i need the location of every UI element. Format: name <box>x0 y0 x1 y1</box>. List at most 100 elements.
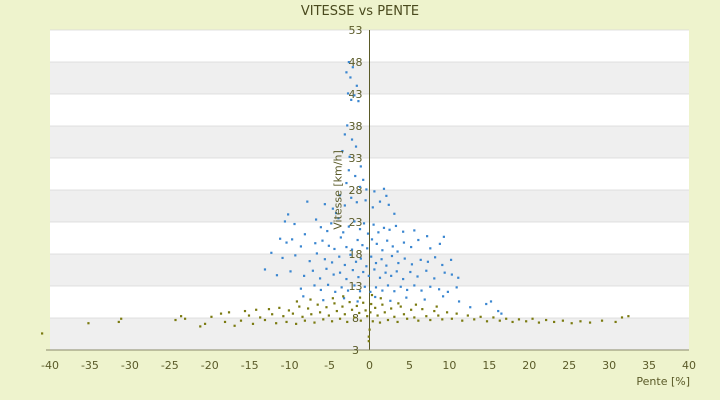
data-point-olive <box>331 297 334 300</box>
data-point-blue <box>330 261 334 264</box>
data-point-blue <box>363 285 366 288</box>
data-point-blue <box>402 230 405 233</box>
data-point-olive <box>310 313 313 316</box>
y-tick-label: 48 <box>349 56 363 69</box>
data-point-olive <box>335 309 338 313</box>
data-point-blue <box>417 238 420 242</box>
data-point-olive <box>219 312 223 315</box>
data-point-blue <box>442 235 445 238</box>
data-point-blue <box>365 265 368 268</box>
data-point-blue <box>348 155 351 158</box>
data-point-blue <box>386 284 390 287</box>
data-point-blue <box>343 133 346 136</box>
data-point-olive <box>553 320 556 324</box>
data-point-blue <box>349 253 352 256</box>
data-point-blue <box>323 203 326 206</box>
data-point-olive <box>330 320 334 323</box>
data-point-blue <box>308 260 311 263</box>
data-point-olive <box>325 306 328 309</box>
data-point-olive <box>358 296 362 299</box>
data-point-blue <box>373 268 376 271</box>
data-point-olive <box>414 303 418 306</box>
data-point-blue <box>405 296 408 299</box>
data-point-blue <box>358 185 362 188</box>
data-point-blue <box>370 255 373 258</box>
data-point-olive <box>322 318 325 321</box>
data-point-blue <box>322 299 325 302</box>
data-point-blue <box>455 286 458 289</box>
data-point-blue <box>357 276 360 279</box>
data-point-blue <box>374 261 378 265</box>
data-point-blue <box>338 255 341 258</box>
data-point-blue <box>380 258 383 261</box>
data-point-blue <box>327 244 330 247</box>
data-point-blue <box>446 290 449 293</box>
data-point-blue <box>457 300 461 303</box>
data-point-olive <box>437 314 440 317</box>
data-point-olive <box>383 311 386 314</box>
data-point-blue <box>386 239 389 242</box>
data-point-blue <box>345 245 348 249</box>
y-tick-label: 38 <box>349 120 363 133</box>
data-point-olive <box>466 314 469 317</box>
data-point-blue <box>387 203 390 206</box>
data-point-olive <box>561 319 564 322</box>
x-tick-label: 5 <box>406 359 413 372</box>
data-point-olive <box>425 315 428 318</box>
data-point-blue <box>500 312 503 315</box>
data-point-olive <box>511 320 514 324</box>
data-point-olive <box>285 320 288 324</box>
data-point-blue <box>489 300 493 303</box>
data-point-olive <box>117 320 120 324</box>
data-point-blue <box>299 245 303 248</box>
data-point-olive <box>341 305 344 308</box>
data-point-blue <box>361 244 364 247</box>
axes <box>46 30 689 351</box>
x-tick-label: -15 <box>241 359 259 372</box>
data-point-blue <box>339 236 342 239</box>
data-point-olive <box>455 312 458 315</box>
data-point-olive <box>298 305 301 308</box>
x-tick-label: 15 <box>482 359 496 372</box>
data-point-olive <box>429 318 432 322</box>
data-point-olive <box>537 321 541 324</box>
data-point-olive <box>275 322 278 325</box>
data-point-blue <box>293 222 296 226</box>
data-point-olive <box>498 319 501 322</box>
data-point-blue <box>402 277 405 281</box>
data-point-blue <box>399 285 402 288</box>
data-point-olive <box>393 315 396 318</box>
data-point-olive <box>364 309 367 312</box>
data-point-blue <box>350 248 354 251</box>
data-point-blue <box>377 231 380 234</box>
data-point-olive <box>355 304 358 308</box>
data-point-blue <box>393 290 396 293</box>
data-point-blue <box>313 284 316 287</box>
data-point-blue <box>347 169 350 172</box>
data-point-blue <box>345 181 348 185</box>
data-point-blue <box>375 242 378 245</box>
data-point-blue <box>319 226 322 229</box>
data-point-olive <box>362 301 365 304</box>
data-point-blue <box>441 263 444 267</box>
data-point-olive <box>359 319 362 322</box>
data-point-olive <box>338 317 342 320</box>
data-point-blue <box>362 270 365 274</box>
data-point-olive <box>251 322 255 325</box>
data-point-blue <box>351 269 354 272</box>
data-point-blue <box>354 145 358 148</box>
data-point-blue <box>441 295 445 298</box>
data-point-olive <box>174 318 177 322</box>
data-point-blue <box>437 288 441 291</box>
data-point-olive <box>368 328 371 331</box>
data-point-blue <box>294 254 297 257</box>
data-point-blue <box>303 233 307 236</box>
data-point-olive <box>614 320 617 324</box>
data-point-blue <box>423 298 426 301</box>
data-point-olive <box>627 315 630 318</box>
data-point-olive <box>399 305 402 308</box>
data-point-blue <box>365 188 368 191</box>
data-point-olive <box>367 335 370 338</box>
data-point-olive <box>350 308 354 311</box>
